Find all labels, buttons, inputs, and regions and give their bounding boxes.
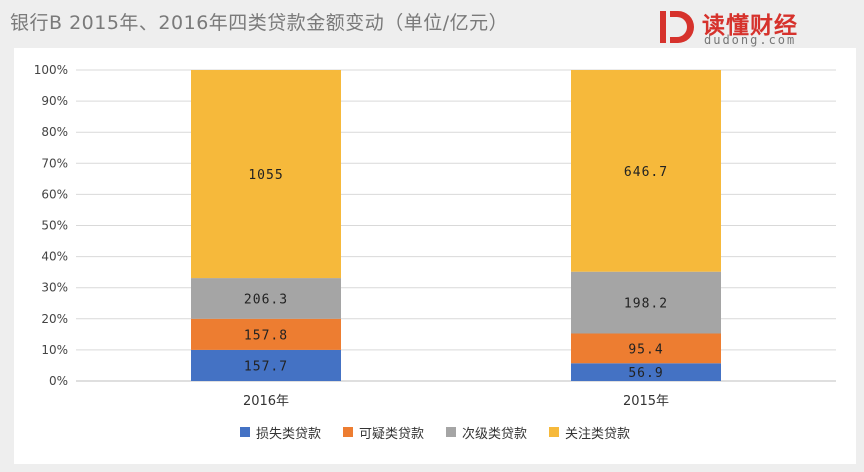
brand-url: dudong.com: [704, 33, 797, 47]
data-label: 157.7: [244, 359, 288, 374]
brand-logo: 读懂财经 dudong.com: [658, 6, 858, 48]
legend-item: 损失类贷款: [239, 423, 321, 442]
y-tick-label: 10%: [41, 343, 68, 357]
data-label: 206.3: [244, 292, 288, 307]
y-tick-label: 100%: [34, 63, 68, 77]
y-tick-label: 50%: [41, 219, 68, 233]
brand-mark-icon: [660, 11, 694, 43]
brand-name: 读懂财经: [702, 13, 798, 39]
y-tick-label: 20%: [41, 312, 68, 326]
data-label: 95.4: [628, 342, 663, 357]
y-tick-label: 60%: [41, 187, 68, 201]
legend-swatch: [342, 427, 353, 437]
bar-segment: [191, 349, 341, 381]
data-label: 198.2: [624, 297, 668, 312]
legend-label: 关注类贷款: [565, 426, 631, 442]
legend-label: 次级类贷款: [462, 426, 528, 442]
y-tick-label: 70%: [41, 156, 68, 170]
y-tick-label: 0%: [49, 374, 68, 388]
legend-item: 关注类贷款: [549, 423, 630, 442]
y-tick-label: 90%: [41, 94, 68, 108]
legend-swatch: [549, 427, 560, 437]
bar-segment: [191, 278, 341, 319]
bar-segment: [191, 318, 341, 350]
data-label: 646.7: [624, 165, 668, 180]
bar-segment: [571, 333, 721, 364]
legend-swatch: [446, 427, 456, 437]
bar-segment: [191, 70, 341, 279]
x-tick-label: 2015年: [623, 394, 669, 409]
bar-segment: [571, 271, 721, 334]
x-tick-label: 2016年: [243, 394, 289, 409]
chart-legend: 损失类贷款 可疑类贷款 次级类贷款 关注类贷款: [14, 420, 856, 444]
y-tick-label: 40%: [41, 250, 68, 264]
data-label: 1055: [248, 168, 283, 183]
legend-item: 次级类贷款: [446, 423, 527, 442]
chart-title: 银行B 2015年、2016年四类贷款金额变动（单位/亿元）: [10, 12, 509, 34]
data-label: 56.9: [628, 366, 663, 381]
legend-item: 可疑类贷款: [342, 423, 424, 442]
bar-segment: [571, 70, 721, 272]
legend-label: 可疑类贷款: [358, 426, 424, 442]
bar-segment: [571, 363, 721, 381]
y-tick-label: 80%: [41, 125, 68, 139]
data-label: 157.8: [244, 328, 288, 343]
chart: 0% 10% 20% 30% 40% 50% 60% 70% 80% 90% 100% 157.7 15…: [34, 63, 836, 409]
chart-panel: 0% 10% 20% 30% 40% 50% 60% 70% 80% 90% 100% 157.7 15…: [14, 48, 856, 464]
legend-label: 损失类贷款: [255, 426, 321, 442]
y-tick-label: 30%: [41, 281, 68, 295]
legend-swatch: [239, 427, 250, 437]
